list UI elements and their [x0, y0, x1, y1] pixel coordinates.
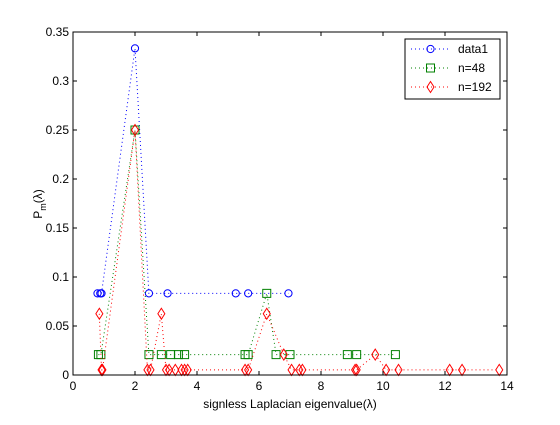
- x-tick-label: 2: [132, 379, 139, 393]
- y-axis-label-subscript: m: [38, 203, 48, 211]
- legend-marker-circle: [426, 44, 435, 54]
- x-tick-label: 10: [376, 379, 390, 393]
- legend-marker-diamond: [426, 80, 435, 94]
- legend: data1 n=48 n=192: [404, 38, 501, 100]
- series-line: [98, 129, 396, 356]
- y-tick-label: 0.25: [46, 123, 70, 137]
- y-tick-label: 0.35: [46, 25, 70, 39]
- data-point-square: [243, 350, 253, 360]
- data-point-circle: [144, 289, 154, 298]
- data-point-diamond: [262, 307, 271, 321]
- data-point-diamond: [371, 348, 380, 362]
- x-tick-label: 6: [256, 379, 263, 393]
- data-point-diamond: [95, 307, 104, 321]
- data-point-diamond: [157, 307, 166, 321]
- ticks-layer: 0 2 4 6 8 10 12 14 0 0.05 0.1 0.15 0.2 0.25 0.3 0.35: [46, 25, 514, 393]
- data-point-square: [342, 350, 352, 360]
- x-tick-label: 4: [194, 379, 201, 393]
- legend-label: n=192: [458, 80, 492, 94]
- series-line: [97, 48, 289, 294]
- series-line: [98, 129, 500, 371]
- y-tick-label: 0.15: [46, 221, 70, 235]
- y-axis-label-suffix: (λ): [31, 189, 45, 203]
- series-data1: [93, 44, 293, 298]
- plot-frame: [72, 31, 508, 376]
- data-point-square: [262, 288, 272, 298]
- y-axis-label-main: P: [31, 211, 45, 219]
- y-axis-label: Pm(λ): [31, 189, 48, 219]
- data-point-circle: [244, 289, 253, 298]
- legend-box: [404, 38, 501, 100]
- data-point-circle: [93, 289, 102, 298]
- data-point-square: [180, 350, 190, 360]
- data-point-circle: [163, 289, 172, 298]
- data-point-circle: [284, 289, 293, 298]
- x-tick-label: 0: [70, 379, 77, 393]
- data-point-circle: [97, 289, 106, 298]
- data-point-square: [156, 350, 166, 360]
- x-tick-label: 8: [318, 379, 325, 393]
- y-tick-label: 0.05: [46, 319, 70, 333]
- y-tick-label: 0.2: [52, 172, 69, 186]
- y-tick-label: 0.3: [52, 74, 69, 88]
- legend-label: n=48: [458, 61, 485, 75]
- x-tick-label: 12: [438, 379, 452, 393]
- legend-marker-square: [426, 63, 435, 73]
- data-point-square: [285, 350, 295, 360]
- data-point-diamond: [130, 123, 140, 137]
- y-tick-label: 0: [62, 368, 69, 382]
- x-tick-label: 14: [500, 379, 514, 393]
- data-point-square: [173, 350, 183, 360]
- y-tick-label: 0.1: [52, 270, 69, 284]
- data-point-diamond: [279, 348, 288, 362]
- legend-label: data1: [458, 42, 488, 56]
- x-axis-label: signless Laplacian eigenvalue(λ): [203, 397, 376, 411]
- data-point-square: [390, 350, 400, 360]
- data-point-square: [144, 350, 154, 360]
- data-point-circle: [130, 44, 140, 53]
- data-point-circle: [231, 289, 240, 298]
- data-point-square: [352, 350, 362, 360]
